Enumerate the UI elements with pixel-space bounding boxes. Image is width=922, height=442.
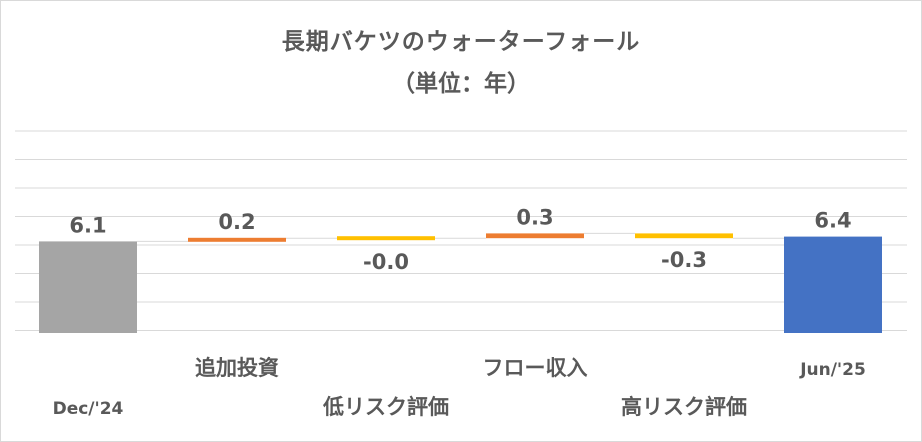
bar-2	[337, 236, 435, 241]
bar-1	[188, 237, 286, 242]
data-label: -0.3	[661, 248, 707, 272]
category-label: Dec/'24	[53, 399, 124, 419]
category-label: 追加投資	[195, 356, 279, 380]
data-label: -0.0	[363, 250, 409, 274]
chart-title: 長期バケツのウォーターフォール	[281, 29, 641, 55]
data-label: 6.4	[814, 209, 851, 233]
category-label: フロー収入	[483, 356, 588, 380]
category-label: Jun/'25	[799, 360, 866, 380]
data-label: 0.2	[218, 210, 255, 234]
chart-subtitle: （単位：年）	[392, 71, 530, 97]
data-label: 0.3	[516, 205, 553, 229]
bar-3	[486, 233, 584, 239]
bar-5	[784, 236, 882, 333]
bar-4	[635, 233, 733, 239]
bar-0	[39, 241, 137, 333]
data-label: 6.1	[69, 213, 106, 237]
category-label: 高リスク評価	[621, 395, 747, 419]
category-label: 低リスク評価	[322, 395, 449, 419]
